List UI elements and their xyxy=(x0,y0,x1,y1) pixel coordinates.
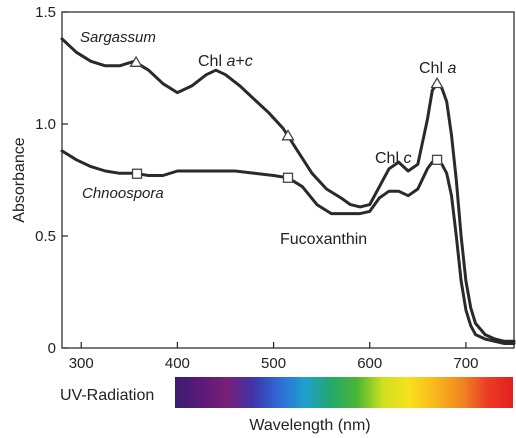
square-marker xyxy=(282,172,294,183)
annotation-chl-c: Chl c xyxy=(375,150,411,167)
series-label-chnoospora: Chnoospora xyxy=(82,185,164,202)
x-tick-label: 400 xyxy=(165,355,190,372)
triangle-marker xyxy=(430,76,444,89)
annotation-chl-a: Chl a xyxy=(419,60,456,77)
plot-frame xyxy=(61,11,515,349)
series-line-chnoospora xyxy=(60,149,516,345)
triangle-marker xyxy=(129,55,143,67)
square-marker xyxy=(431,154,443,165)
annotation-chl-ac: Chl a+c xyxy=(198,53,253,70)
x-tick-label: 300 xyxy=(69,355,94,372)
y-tick-label: 1.5 xyxy=(35,4,56,21)
uv-radiation-label: UV-Radiation xyxy=(60,387,154,404)
x-tick-label: 500 xyxy=(261,355,286,372)
x-tick-label: 700 xyxy=(453,355,478,372)
annotation-fucoxanthin: Fucoxanthin xyxy=(280,231,367,248)
y-tick-label: 0 xyxy=(48,340,56,357)
series-line-sargassum xyxy=(60,37,516,343)
y-tick-label: 1.0 xyxy=(35,116,56,133)
visible-spectrum-bar xyxy=(175,377,513,408)
series-group xyxy=(60,37,516,345)
x-tick-label: 600 xyxy=(357,355,382,372)
y-tick-label: 0.5 xyxy=(35,228,56,245)
series-label-sargassum: Sargassum xyxy=(80,29,156,46)
x-axis-title: Wavelength (nm) xyxy=(249,417,370,434)
axis-ticks: 300 400 500 600 700 0 0.5 1.0 1.5 xyxy=(35,4,478,372)
marker-group xyxy=(129,55,444,183)
y-axis-title: Absorbance xyxy=(11,137,28,222)
square-marker xyxy=(131,168,143,179)
triangle-marker xyxy=(281,129,295,141)
